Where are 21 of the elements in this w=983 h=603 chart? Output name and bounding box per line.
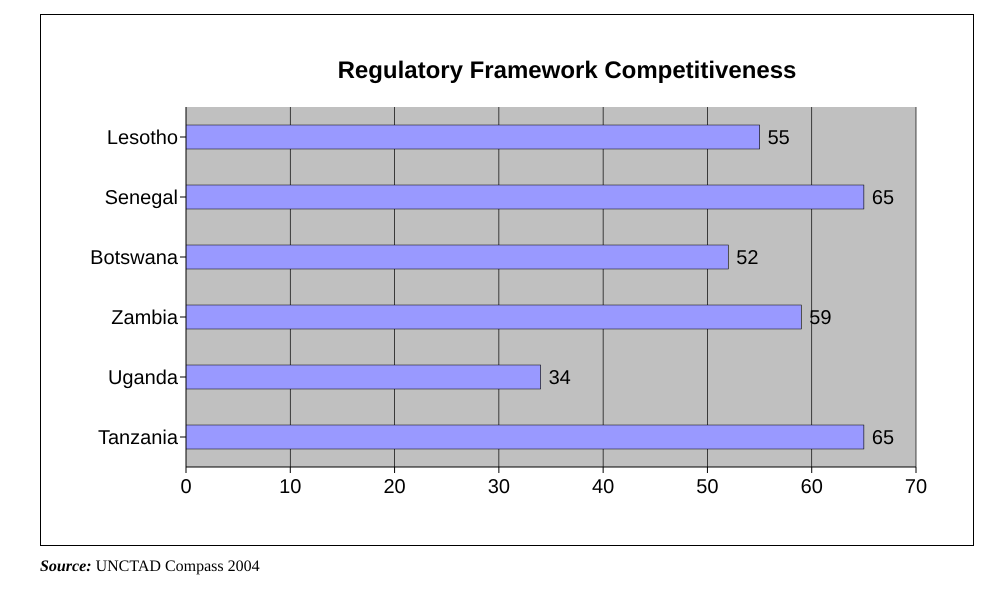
- data-label: 52: [736, 247, 759, 270]
- data-label: 34: [548, 367, 571, 390]
- y-tick-label: Senegal: [104, 187, 178, 210]
- y-tick-label: Zambia: [111, 307, 179, 330]
- x-tick-label: 10: [279, 476, 302, 498]
- x-tick-label: 60: [800, 476, 823, 498]
- x-tick-label: 40: [592, 476, 614, 498]
- x-tick-label: 50: [696, 476, 719, 498]
- source-note: Source: UNCTAD Compass 2004: [40, 558, 260, 575]
- data-label: 55: [768, 127, 790, 150]
- y-tick-label: Lesotho: [106, 127, 178, 150]
- x-tick-label: 70: [904, 476, 928, 498]
- x-tick-label: 20: [383, 476, 406, 498]
- y-tick-label: Tanzania: [98, 427, 179, 450]
- data-label: 65: [872, 427, 894, 450]
- chart-title: Regulatory Framework Competitiveness: [336, 57, 798, 86]
- data-label: 65: [872, 187, 894, 210]
- y-tick-label: Botswana: [90, 247, 179, 270]
- y-tick-label: Uganda: [108, 367, 179, 390]
- x-tick-label: 0: [180, 476, 192, 498]
- x-tick-label: 30: [488, 476, 510, 498]
